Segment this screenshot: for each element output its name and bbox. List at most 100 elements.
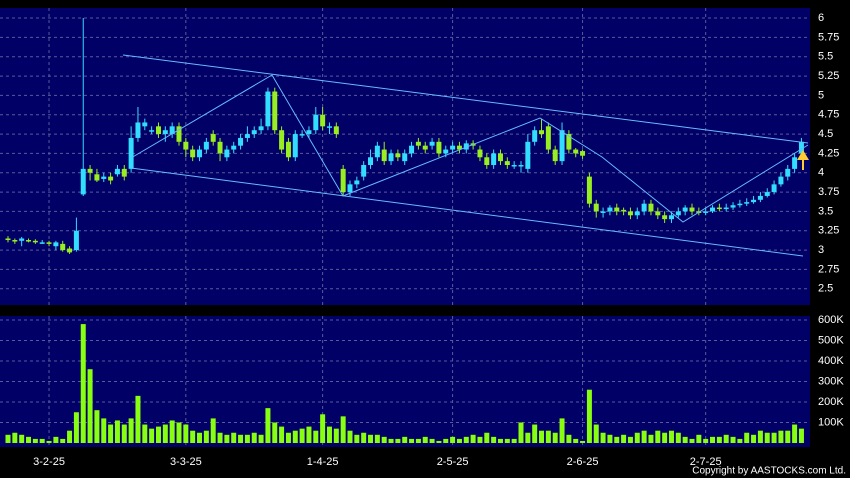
volume-bar bbox=[621, 434, 627, 443]
candle-body bbox=[634, 211, 640, 216]
volume-bar bbox=[456, 438, 462, 443]
candle-body bbox=[320, 114, 326, 127]
y-tick-label: 5 bbox=[818, 89, 824, 101]
volume-bar bbox=[710, 436, 716, 443]
candle-body bbox=[32, 240, 38, 243]
volume-bar bbox=[326, 426, 332, 443]
volume-bar bbox=[121, 424, 127, 443]
candle-body bbox=[525, 141, 531, 169]
candle-body bbox=[511, 165, 517, 167]
candle-body bbox=[415, 141, 421, 146]
candle-body bbox=[19, 238, 25, 241]
volume-bar bbox=[39, 438, 45, 443]
candle-body bbox=[313, 114, 319, 131]
volume-bar bbox=[552, 432, 558, 443]
candle-body bbox=[121, 168, 127, 177]
volume-bar bbox=[436, 440, 442, 443]
candle-body bbox=[340, 168, 346, 193]
candle-body bbox=[238, 137, 244, 146]
volume-bar bbox=[313, 430, 319, 443]
y-tick-label: 600K bbox=[818, 314, 844, 326]
candle-body bbox=[402, 153, 408, 162]
volume-bar bbox=[231, 432, 237, 443]
volume-bar bbox=[217, 432, 223, 443]
candle-body bbox=[668, 215, 674, 220]
candle-body bbox=[764, 192, 770, 196]
volume-bar bbox=[101, 418, 107, 443]
volume-bar bbox=[798, 428, 804, 443]
candle-body bbox=[600, 211, 606, 213]
volume-bar bbox=[142, 424, 148, 443]
volume-bar bbox=[176, 422, 182, 443]
candle-body bbox=[539, 130, 545, 135]
candle-body bbox=[94, 174, 100, 181]
arrow-icon bbox=[797, 150, 809, 170]
volume-bar bbox=[197, 432, 203, 443]
candle-body bbox=[450, 145, 456, 150]
candle-body bbox=[751, 199, 757, 203]
candle-body bbox=[614, 207, 620, 212]
volume-bar bbox=[80, 324, 86, 443]
candle-body bbox=[703, 211, 709, 213]
volume-bar bbox=[12, 432, 18, 443]
volume-bar bbox=[306, 426, 312, 443]
candle-body bbox=[210, 134, 216, 142]
candle-body bbox=[128, 137, 134, 169]
candle-body bbox=[381, 149, 387, 162]
volume-bar bbox=[87, 369, 93, 443]
candle-body bbox=[224, 149, 230, 158]
volume-bar bbox=[292, 430, 298, 443]
volume-bar bbox=[67, 430, 73, 443]
candle-body bbox=[484, 157, 490, 166]
candle-body bbox=[395, 153, 401, 158]
y-tick-label: 2.75 bbox=[818, 263, 839, 275]
volume-bar bbox=[696, 434, 702, 443]
candle-body bbox=[333, 126, 339, 135]
volume-bar bbox=[265, 408, 271, 443]
candle-body bbox=[279, 130, 285, 150]
volume-bar bbox=[169, 420, 175, 443]
volume-bar bbox=[491, 436, 497, 443]
candle-body bbox=[368, 157, 374, 166]
volume-bar bbox=[689, 438, 695, 443]
volume-bar bbox=[155, 426, 161, 443]
volume-bar bbox=[114, 420, 120, 443]
candle-body bbox=[682, 207, 688, 212]
y-tick-label: 3 bbox=[818, 244, 824, 256]
volume-bar bbox=[258, 434, 264, 443]
x-tick-label: 3-2-25 bbox=[33, 456, 65, 468]
candle-body bbox=[354, 180, 360, 185]
y-tick-label: 5.75 bbox=[818, 31, 839, 43]
volume-bar bbox=[634, 432, 640, 443]
volume-bar bbox=[19, 434, 25, 443]
candle-body bbox=[798, 141, 804, 154]
candle-body bbox=[552, 149, 558, 162]
candle-body bbox=[497, 153, 503, 162]
candle-body bbox=[730, 205, 736, 208]
candle-body bbox=[559, 130, 565, 162]
volume-bar bbox=[388, 438, 394, 443]
volume-bar bbox=[525, 432, 531, 443]
candle-body bbox=[648, 203, 654, 212]
candle-body bbox=[627, 211, 633, 216]
candle-body bbox=[675, 211, 681, 216]
volume-bar bbox=[723, 434, 729, 443]
candle-body bbox=[518, 165, 524, 167]
candle-body bbox=[409, 145, 415, 154]
volume-bar bbox=[573, 438, 579, 443]
copyright: Copyright by AASTOCKS.com Ltd. bbox=[692, 466, 846, 477]
candle-body bbox=[183, 141, 189, 150]
volume-bar bbox=[627, 436, 633, 443]
volume-bar bbox=[285, 432, 291, 443]
candle-body bbox=[716, 207, 722, 210]
y-tick-label: 500K bbox=[818, 334, 844, 346]
volume-bar bbox=[190, 430, 196, 443]
volume-bar bbox=[785, 430, 791, 443]
volume-bar bbox=[381, 436, 387, 443]
volume-bar bbox=[600, 432, 606, 443]
volume-bar bbox=[463, 436, 469, 443]
candle-body bbox=[744, 202, 750, 204]
volume-bar bbox=[518, 422, 524, 443]
candle-body bbox=[532, 130, 538, 142]
candle-body bbox=[258, 126, 264, 131]
